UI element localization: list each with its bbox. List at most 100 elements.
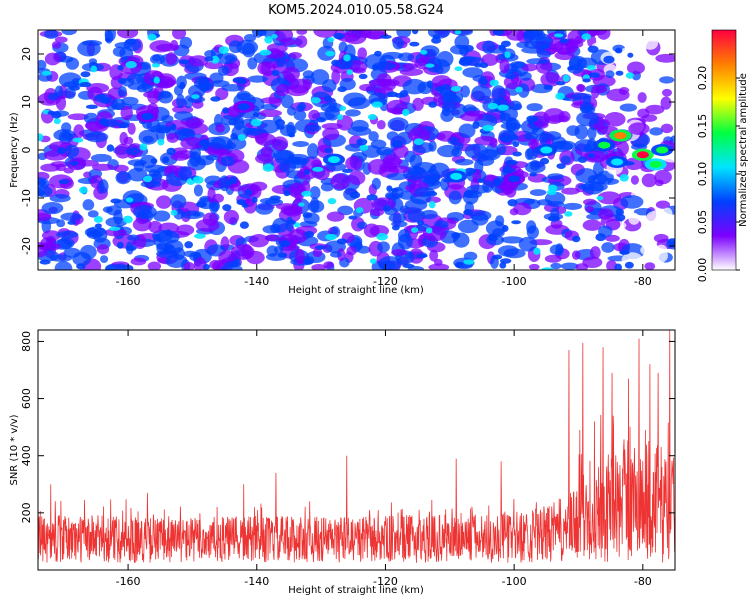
heatmap-cell xyxy=(488,235,499,242)
heatmap-cell xyxy=(448,190,462,205)
x-tick-label: -120 xyxy=(373,575,398,588)
heatmap-cell xyxy=(451,232,461,239)
heatmap-cell xyxy=(222,107,230,114)
heatmap-cell xyxy=(420,209,438,220)
heatmap-cell xyxy=(371,101,383,108)
heatmap-cell xyxy=(555,92,565,100)
heatmap-cell xyxy=(312,166,324,172)
heatmap-cell xyxy=(586,64,596,71)
heatmap-cell xyxy=(564,211,573,217)
heatmap-cell xyxy=(577,156,588,163)
y-tick-label: 200 xyxy=(20,502,33,523)
heatmap-cell xyxy=(298,202,305,207)
heatmap-cell xyxy=(596,195,604,201)
heatmap-cell xyxy=(478,78,488,86)
heatmap-cell xyxy=(105,216,128,228)
heatmap-cell xyxy=(230,244,255,260)
heatmap-cell xyxy=(588,182,608,192)
x-tick-label: -140 xyxy=(244,575,269,588)
heatmap-cell xyxy=(292,197,303,213)
heatmap-cell xyxy=(554,51,575,60)
heatmap-hotspot xyxy=(450,172,463,180)
heatmap-cell xyxy=(224,54,236,62)
heatmap-cell xyxy=(619,250,630,255)
colorbar-tick-label: 0.15 xyxy=(696,114,709,139)
heatmap-cell xyxy=(367,114,377,121)
heatmap-cell xyxy=(61,132,72,139)
heatmap-cell xyxy=(312,248,323,257)
heatmap-cell xyxy=(330,173,351,190)
heatmap-cell xyxy=(327,198,337,205)
heatmap-cell xyxy=(662,153,675,163)
heatmap-cell xyxy=(292,141,310,148)
heatmap-cell xyxy=(166,147,176,156)
heatmap-cell xyxy=(458,58,469,66)
snr-x-axis-label: Height of straight line (km) xyxy=(288,585,424,596)
heatmap-cell xyxy=(626,61,645,75)
heatmap-cell xyxy=(376,119,386,130)
heatmap-cell xyxy=(303,258,312,265)
heatmap-cell xyxy=(567,66,574,71)
heatmap-cell xyxy=(577,84,586,92)
heatmap-cell xyxy=(396,30,412,38)
heatmap-cell xyxy=(302,212,313,219)
heatmap-cell xyxy=(295,248,305,265)
heatmap-cell xyxy=(210,200,220,212)
heatmap-cell xyxy=(326,211,345,222)
heatmap-cell xyxy=(139,154,157,169)
heatmap-cell xyxy=(222,204,232,212)
snr-axes: -160 -140 -120 -100 -80 200 400 600 800 xyxy=(20,330,675,588)
heatmap-cell xyxy=(92,163,114,171)
heatmap-cell xyxy=(305,124,322,132)
heatmap-cell xyxy=(376,233,388,241)
heatmap-cell xyxy=(355,207,364,214)
heatmap-cell xyxy=(262,163,274,172)
heatmap-cell xyxy=(44,52,61,66)
heatmap-cell xyxy=(304,230,315,238)
heatmap-cell xyxy=(125,61,137,69)
heatmap-cell xyxy=(104,37,112,43)
heatmap-cell xyxy=(574,124,589,140)
heatmap-cell xyxy=(57,237,75,250)
heatmap-cell xyxy=(261,103,278,111)
heatmap-cell xyxy=(587,45,599,53)
heatmap-cell xyxy=(65,57,80,70)
heatmap-cell xyxy=(659,76,675,84)
heatmap-cell xyxy=(38,189,46,197)
heatmap-cell xyxy=(325,233,337,241)
heatmap-cell xyxy=(180,136,204,150)
heatmap-cell xyxy=(210,96,221,102)
heatmap-cell xyxy=(449,136,459,145)
heatmap-cell xyxy=(341,168,354,173)
heatmap-cell xyxy=(41,70,52,76)
heatmap-cell xyxy=(614,263,622,270)
heatmap-cell xyxy=(339,105,347,111)
snr-series-line xyxy=(38,330,675,563)
heatmap-cell xyxy=(67,220,77,225)
heatmap-cell xyxy=(218,65,230,76)
heatmap-cell xyxy=(504,51,511,59)
heatmap-cell xyxy=(382,205,391,212)
heatmap-cell xyxy=(526,220,537,234)
heatmap-cell xyxy=(407,209,426,223)
heatmap-cell xyxy=(143,91,163,99)
heatmap-y-axis-label: Frequency (Hz) xyxy=(9,112,20,188)
heatmap-cell xyxy=(336,238,348,245)
heatmap-cell xyxy=(550,262,562,270)
heatmap-cell xyxy=(654,169,672,185)
heatmap-cell xyxy=(529,159,541,171)
heatmap-cell xyxy=(93,216,103,223)
heatmap-cell xyxy=(555,81,566,86)
heatmap-cell xyxy=(324,95,332,102)
heatmap-cell xyxy=(376,73,392,88)
heatmap-cell xyxy=(605,234,620,242)
heatmap-cell xyxy=(179,81,186,90)
heatmap-cell xyxy=(178,166,193,182)
heatmap-cell xyxy=(117,77,127,85)
heatmap-cell xyxy=(381,51,404,59)
heatmap-cell xyxy=(521,63,538,72)
heatmap-cell xyxy=(204,56,214,62)
heatmap-cell xyxy=(348,170,366,186)
colorbar-tick-label: 0.05 xyxy=(696,210,709,235)
